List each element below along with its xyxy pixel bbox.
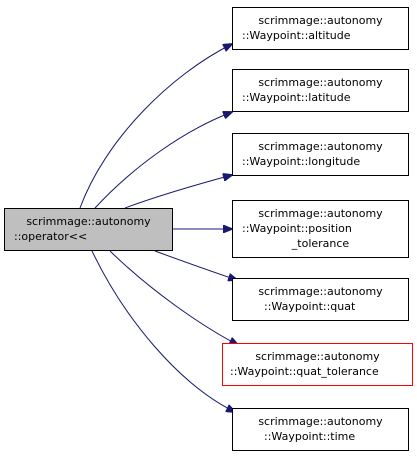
node-waypoint-position-tolerance-line-3: _tolerance bbox=[291, 237, 350, 250]
edge-to-latitude bbox=[95, 112, 232, 208]
node-waypoint-altitude-line-1: scrimmage::autonomy bbox=[258, 14, 383, 27]
node-waypoint-longitude-line-2: ::Waypoint::longitude bbox=[242, 155, 360, 168]
source-node-label-line-1: scrimmage::autonomy bbox=[26, 215, 151, 228]
edge-to-quat-tolerance bbox=[110, 251, 238, 345]
node-waypoint-latitude[interactable]: scrimmage::autonomy ::Waypoint::latitude bbox=[233, 70, 409, 112]
node-waypoint-time-line-2: ::Waypoint::time bbox=[264, 430, 355, 443]
node-waypoint-quat-line-1: scrimmage::autonomy bbox=[258, 285, 383, 298]
node-waypoint-latitude-line-2: ::Waypoint::latitude bbox=[242, 91, 351, 104]
node-waypoint-quat-tolerance-line-2: ::Waypoint::quat_tolerance bbox=[230, 365, 379, 378]
node-waypoint-quat[interactable]: scrimmage::autonomy ::Waypoint::quat bbox=[233, 279, 409, 321]
source-node[interactable]: scrimmage::autonomy ::operator<< bbox=[5, 209, 173, 251]
node-waypoint-latitude-line-1: scrimmage::autonomy bbox=[258, 76, 383, 89]
node-waypoint-quat-tolerance[interactable]: scrimmage::autonomy ::Waypoint::quat_tol… bbox=[223, 344, 413, 386]
node-waypoint-quat-line-2: ::Waypoint::quat bbox=[264, 300, 356, 313]
node-waypoint-position-tolerance-line-1: scrimmage::autonomy bbox=[258, 207, 383, 220]
node-waypoint-longitude-line-1: scrimmage::autonomy bbox=[258, 140, 383, 153]
node-waypoint-quat-tolerance-line-1: scrimmage::autonomy bbox=[255, 350, 380, 363]
node-waypoint-longitude[interactable]: scrimmage::autonomy ::Waypoint::longitud… bbox=[233, 134, 409, 176]
source-node-label-line-2: ::operator<< bbox=[14, 230, 87, 243]
node-waypoint-time-line-1: scrimmage::autonomy bbox=[258, 415, 383, 428]
node-waypoint-time[interactable]: scrimmage::autonomy ::Waypoint::time bbox=[233, 409, 409, 451]
node-waypoint-position-tolerance[interactable]: scrimmage::autonomy ::Waypoint::position… bbox=[233, 201, 409, 258]
node-waypoint-altitude[interactable]: scrimmage::autonomy ::Waypoint::altitude bbox=[233, 8, 409, 50]
node-waypoint-position-tolerance-line-2: ::Waypoint::position bbox=[242, 222, 352, 235]
edge-to-longitude bbox=[125, 175, 232, 208]
node-waypoint-altitude-line-2: ::Waypoint::altitude bbox=[242, 29, 351, 42]
edge-to-quat bbox=[155, 251, 237, 280]
edge-to-altitude bbox=[80, 44, 232, 208]
